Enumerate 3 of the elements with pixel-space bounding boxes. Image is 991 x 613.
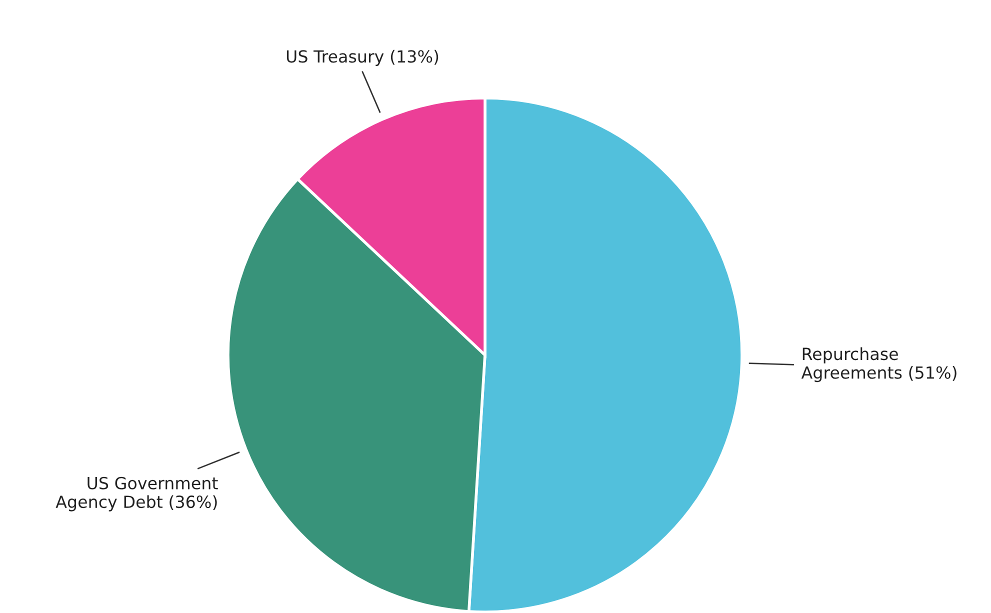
slice-label: US Treasury (13%): [286, 50, 438, 66]
slice-label: Repurchase Agreements (51%): [801, 347, 956, 382]
slice-label: US Government Agency Debt (36%): [56, 476, 218, 512]
